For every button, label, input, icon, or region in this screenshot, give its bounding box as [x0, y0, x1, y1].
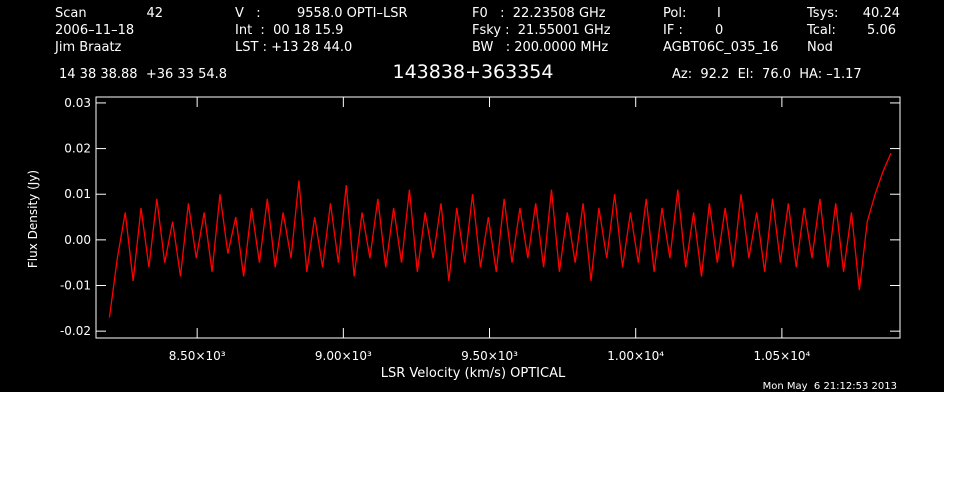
header-text: Jim Braatz: [54, 40, 122, 55]
plot-frame: [95, 96, 901, 339]
header-text: Az: 92.2 El: 76.0 HA: –1.17: [672, 67, 862, 82]
y-tick-label: 0.02: [64, 142, 91, 156]
header-text: V :: [235, 6, 261, 21]
header-text: Tsys:: [806, 6, 838, 21]
x-tick-label: 1.05×10⁴: [753, 349, 810, 363]
header-text: Scan: [55, 6, 87, 21]
header-text: IF :: [663, 23, 683, 38]
header-text: 2006–11–18: [55, 23, 134, 38]
x-tick-label: 9.00×10³: [315, 349, 372, 363]
header-text: 40.24: [863, 6, 900, 21]
y-tick-label: 0.01: [64, 187, 91, 201]
x-axis-label: LSR Velocity (km/s) OPTICAL: [381, 366, 566, 381]
header-text: LST : +13 28 44.0: [235, 40, 352, 55]
header-text: 5.06: [867, 23, 896, 38]
spectrum-line: [108, 152, 892, 318]
y-tick-label: 0.00: [64, 233, 91, 247]
header-text: BW : 200.0000 MHz: [472, 40, 608, 55]
header-text: Nod: [807, 40, 833, 55]
y-axis-label: Flux Density (Jy): [26, 170, 40, 268]
header-text: 9558.0 OPTI–LSR: [297, 6, 408, 21]
header-text: 14 38 38.88 +36 33 54.8: [59, 67, 227, 82]
x-tick-label: 9.50×10³: [461, 349, 518, 363]
y-tick-label: -0.01: [60, 279, 91, 293]
header-text: I: [717, 6, 721, 21]
timestamp: Mon May 6 21:12:53 2013: [763, 381, 897, 392]
x-tick-label: 1.00×10⁴: [607, 349, 664, 363]
header-text: Pol:: [663, 6, 686, 21]
header-text: 0: [715, 23, 723, 38]
header-text: Tcal:: [806, 23, 836, 38]
header: Scan 42 V : 9558.0 OPTI–LSR F0 : 22.2350…: [54, 6, 900, 83]
chart-title: 143838+363354: [393, 61, 554, 83]
header-text: Fsky : 21.55001 GHz: [472, 23, 611, 38]
y-tick-label: -0.02: [60, 324, 91, 338]
header-text: F0 : 22.23508 GHz: [472, 6, 606, 21]
x-tick-label: 8.50×10³: [169, 349, 226, 363]
y-tick-label: 0.03: [64, 96, 91, 110]
header-text: AGBT06C_035_16: [663, 40, 779, 55]
header-text: 42: [146, 6, 163, 21]
header-text: Int : 00 18 15.9: [235, 23, 343, 38]
